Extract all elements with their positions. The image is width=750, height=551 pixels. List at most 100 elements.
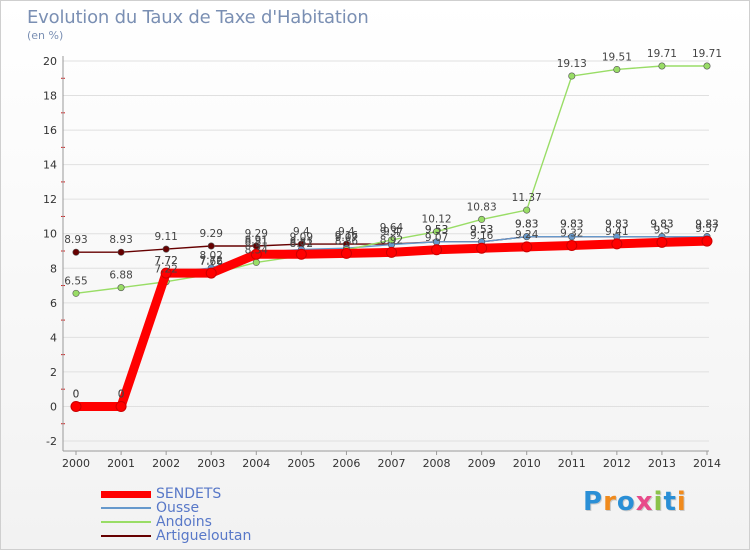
logo-letter: x bbox=[635, 487, 654, 517]
data-label-sendets: 9.24 bbox=[515, 229, 539, 241]
data-label-andoins: 7.66 bbox=[200, 256, 224, 268]
data-label-artigueloutan: 9.83 bbox=[515, 219, 538, 231]
data-point-andoins bbox=[478, 215, 486, 223]
data-label-ousse: 9.83 bbox=[515, 219, 538, 231]
data-point-andoins bbox=[252, 258, 260, 266]
data-label-artigueloutan: 9.83 bbox=[650, 219, 673, 231]
data-point-sendets bbox=[431, 244, 443, 256]
data-label-sendets: 9.16 bbox=[470, 230, 494, 242]
data-label-andoins: 11.37 bbox=[512, 192, 542, 204]
data-point-sendets bbox=[340, 247, 352, 259]
data-point-sendets bbox=[205, 267, 217, 279]
data-label-andoins: 19.71 bbox=[647, 48, 677, 60]
data-label-sendets: 9.57 bbox=[695, 223, 718, 235]
x-tick-label: 2014 bbox=[693, 457, 721, 470]
data-label-ousse: 9.16 bbox=[335, 230, 359, 242]
data-label-ousse: 8.02 bbox=[200, 250, 223, 262]
data-point-andoins bbox=[523, 206, 531, 214]
y-tick-label: 16 bbox=[43, 124, 57, 137]
logo-letter: i bbox=[676, 487, 687, 517]
data-point-andoins bbox=[433, 228, 441, 236]
data-label-andoins: 8.34 bbox=[245, 244, 269, 256]
data-label-artigueloutan: 9.83 bbox=[560, 219, 583, 231]
data-point-sendets bbox=[115, 400, 127, 412]
data-point-sendets bbox=[70, 400, 82, 412]
data-point-andoins bbox=[72, 289, 80, 297]
data-point-ousse bbox=[523, 233, 531, 241]
y-tick-label: 10 bbox=[43, 228, 57, 241]
x-tick-label: 2004 bbox=[242, 457, 270, 470]
data-label-sendets: 9.07 bbox=[425, 232, 448, 244]
x-tick-label: 2001 bbox=[107, 457, 135, 470]
data-point-sendets bbox=[521, 241, 533, 253]
y-tick-label: 4 bbox=[50, 331, 57, 344]
logo-letter: o bbox=[616, 487, 636, 517]
data-label-sendets: 8.86 bbox=[335, 235, 359, 247]
data-label-artigueloutan: 9.83 bbox=[695, 219, 718, 231]
legend-swatch-ousse bbox=[101, 507, 151, 509]
data-label-artigueloutan: 9.29 bbox=[245, 228, 268, 240]
y-tick-label: 6 bbox=[50, 297, 57, 310]
data-label-ousse: 7.72 bbox=[154, 255, 177, 267]
unit-label: (en %) bbox=[27, 29, 64, 42]
y-tick-label: 12 bbox=[43, 193, 57, 206]
data-point-andoins bbox=[658, 62, 666, 70]
logo-letter: i bbox=[653, 487, 664, 517]
data-label-sendets: 0 bbox=[118, 388, 125, 400]
proxiti-logo: Proxiti bbox=[583, 487, 687, 517]
x-tick-label: 2005 bbox=[287, 457, 315, 470]
x-tick-label: 2003 bbox=[197, 457, 225, 470]
data-label-sendets: 8.81 bbox=[290, 236, 313, 248]
y-tick-label: 18 bbox=[43, 90, 57, 103]
data-label-ousse: 9.83 bbox=[560, 219, 583, 231]
data-label-artigueloutan: 9.11 bbox=[154, 231, 177, 243]
logo-letter: r bbox=[603, 487, 617, 517]
data-point-andoins bbox=[613, 65, 621, 73]
chart-title: Evolution du Taux de Taxe d'Habitation bbox=[27, 7, 369, 28]
data-label-andoins: 10.83 bbox=[467, 201, 497, 213]
y-tick-label: -2 bbox=[46, 435, 57, 448]
data-point-artigueloutan bbox=[207, 242, 215, 250]
y-tick-label: 8 bbox=[50, 262, 57, 275]
data-label-sendets: 9.41 bbox=[605, 226, 628, 238]
data-label-sendets: 9.32 bbox=[560, 227, 583, 239]
data-label-sendets: 7.72 bbox=[154, 255, 177, 267]
x-tick-label: 2000 bbox=[62, 457, 90, 470]
data-point-sendets bbox=[701, 235, 713, 247]
data-label-ousse: 9.83 bbox=[695, 219, 718, 231]
legend-swatch-artigueloutan bbox=[101, 535, 151, 537]
data-label-sendets: 9.5 bbox=[654, 224, 671, 236]
x-tick-label: 2012 bbox=[603, 457, 631, 470]
data-label-andoins: 8.72 bbox=[290, 238, 313, 250]
data-label-andoins: 6.55 bbox=[64, 275, 87, 287]
y-tick-label: 2 bbox=[50, 366, 57, 379]
data-label-ousse: 9.83 bbox=[650, 219, 673, 231]
y-tick-label: 14 bbox=[43, 159, 57, 172]
data-label-ousse: 9.09 bbox=[290, 231, 313, 243]
x-tick-label: 2009 bbox=[468, 457, 496, 470]
x-tick-label: 2008 bbox=[423, 457, 451, 470]
data-label-ousse: 9.53 bbox=[425, 224, 448, 236]
data-point-sendets bbox=[160, 267, 172, 279]
data-label-artigueloutan: 9.4 bbox=[293, 226, 310, 238]
data-label-artigueloutan: 8.93 bbox=[64, 234, 87, 246]
data-label-artigueloutan: 9.53 bbox=[425, 224, 448, 236]
data-point-andoins bbox=[703, 62, 711, 70]
data-label-ousse: 0 bbox=[118, 388, 125, 400]
legend-swatch-sendets bbox=[101, 491, 151, 498]
data-point-sendets bbox=[656, 236, 668, 248]
legend-label: Andoins bbox=[156, 514, 212, 530]
data-label-andoins: 6.88 bbox=[109, 270, 132, 282]
data-point-sendets bbox=[250, 248, 262, 260]
data-point-ousse bbox=[568, 233, 576, 241]
data-label-ousse: 9.37 bbox=[380, 227, 403, 239]
data-point-sendets bbox=[476, 242, 488, 254]
data-label-artigueloutan: 9.83 bbox=[605, 219, 628, 231]
x-tick-label: 2006 bbox=[332, 457, 360, 470]
data-point-andoins bbox=[117, 284, 125, 292]
data-label-ousse: 9.53 bbox=[470, 224, 493, 236]
data-label-andoins: 7.22 bbox=[154, 264, 177, 276]
logo-letter: P bbox=[583, 487, 604, 517]
data-point-sendets bbox=[611, 238, 623, 250]
